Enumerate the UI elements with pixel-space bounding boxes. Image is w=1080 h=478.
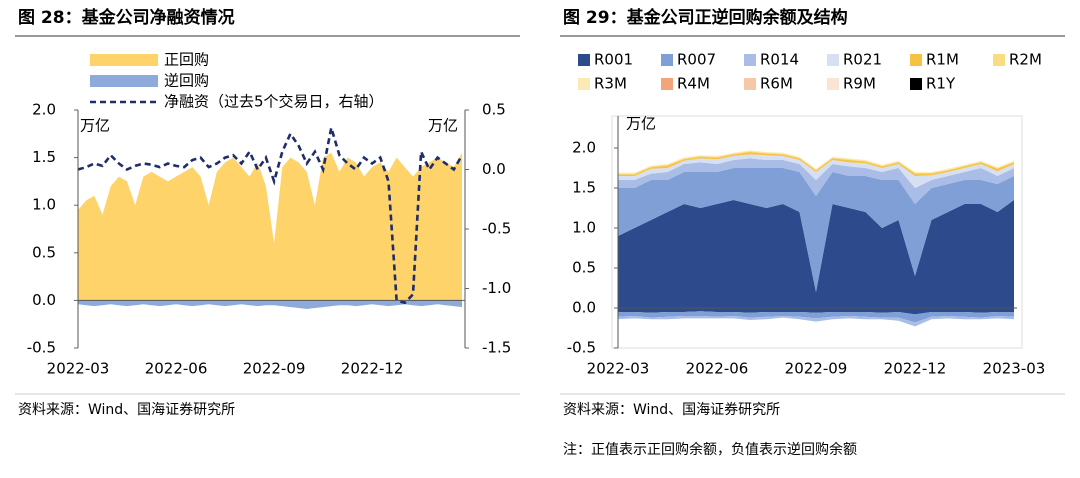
area [618,158,1014,204]
unit-label: 万亿 [626,115,656,133]
legend-label: R6M [760,75,793,93]
area [618,152,1014,176]
legend-label: 逆回购 [164,72,209,90]
y-tick-label: 0.0 [32,291,56,309]
y2-tick-label: -1.0 [482,279,511,297]
unit-label: 万亿 [428,117,458,135]
legend-swatch [578,78,590,90]
legend-label: R021 [843,51,882,69]
note: 注：正值表示正回购余额，负值表示逆回购余额 [563,441,857,458]
y2-tick-label: -0.5 [482,220,511,238]
area [618,311,1014,323]
legend-label: R001 [594,51,633,69]
area [618,316,1014,327]
y-tick-label: 1.0 [572,219,596,237]
x-tick-label: 2022-06 [686,360,749,378]
x-tick-label: 2022-06 [145,360,208,378]
y2-tick-label: -1.5 [482,339,511,357]
x-tick-label: 2023-03 [983,360,1046,378]
area [618,151,1014,175]
legend-swatch [90,54,158,66]
y-tick-label: 1.5 [572,179,596,197]
area [618,200,1014,308]
line [77,127,464,305]
unit-label: 万亿 [80,117,110,135]
legend-swatch [90,75,158,87]
y-tick-label: 0.5 [32,243,56,261]
legend-swatch [744,78,756,90]
area [618,168,1014,292]
x-tick-label: 2022-09 [785,360,848,378]
x-tick-label: 2022-12 [341,360,404,378]
legend-label: 正回购 [164,51,209,69]
legend-swatch [993,54,1005,66]
legend-label: R3M [594,75,627,93]
y2-tick-label: 0.0 [482,160,506,178]
y-tick-label: 0.5 [572,259,596,277]
legend-label: R1M [926,51,959,69]
legend-swatch [744,54,756,66]
legend-swatch [910,54,922,66]
x-tick-label: 2022-03 [47,360,110,378]
legend-label: R014 [760,51,799,69]
y-tick-label: 0.0 [572,299,596,317]
legend-swatch [661,78,673,90]
legend-swatch [827,78,839,90]
area [618,150,1014,174]
area [618,308,1014,315]
y-tick-label: 1.0 [32,196,56,214]
legend-label: R4M [677,75,710,93]
y-tick-label: -0.5 [567,339,596,357]
legend-label: R2M [1009,51,1042,69]
y-tick-label: 2.0 [32,101,56,119]
y-tick-label: 1.5 [32,148,56,166]
chart-title: 图 28：基金公司净融资情况 [18,7,235,28]
y-tick-label: -0.5 [27,339,56,357]
legend-swatch [910,78,922,90]
legend-label: R1Y [926,75,956,93]
x-tick-label: 2022-09 [243,360,306,378]
source: 资料来源：Wind、国海证券研究所 [18,402,235,418]
legend-label: R9M [843,75,876,93]
area [618,154,1014,188]
legend-swatch [827,54,839,66]
area [78,300,462,309]
legend-swatch [578,54,590,66]
legend-label: R007 [677,51,716,69]
plot-frame [611,115,1023,349]
legend-label: 净融资（过去5个交易日，右轴） [164,93,384,111]
y2-tick-label: 0.5 [482,101,506,119]
x-tick-label: 2022-12 [884,360,947,378]
y-tick-label: 2.0 [572,139,596,157]
chart-title: 图 29：基金公司正逆回购余额及结构 [563,7,848,28]
legend-swatch [661,54,673,66]
area [78,152,462,301]
source: 资料来源：Wind、国海证券研究所 [563,402,780,418]
x-tick-label: 2022-03 [587,360,650,378]
